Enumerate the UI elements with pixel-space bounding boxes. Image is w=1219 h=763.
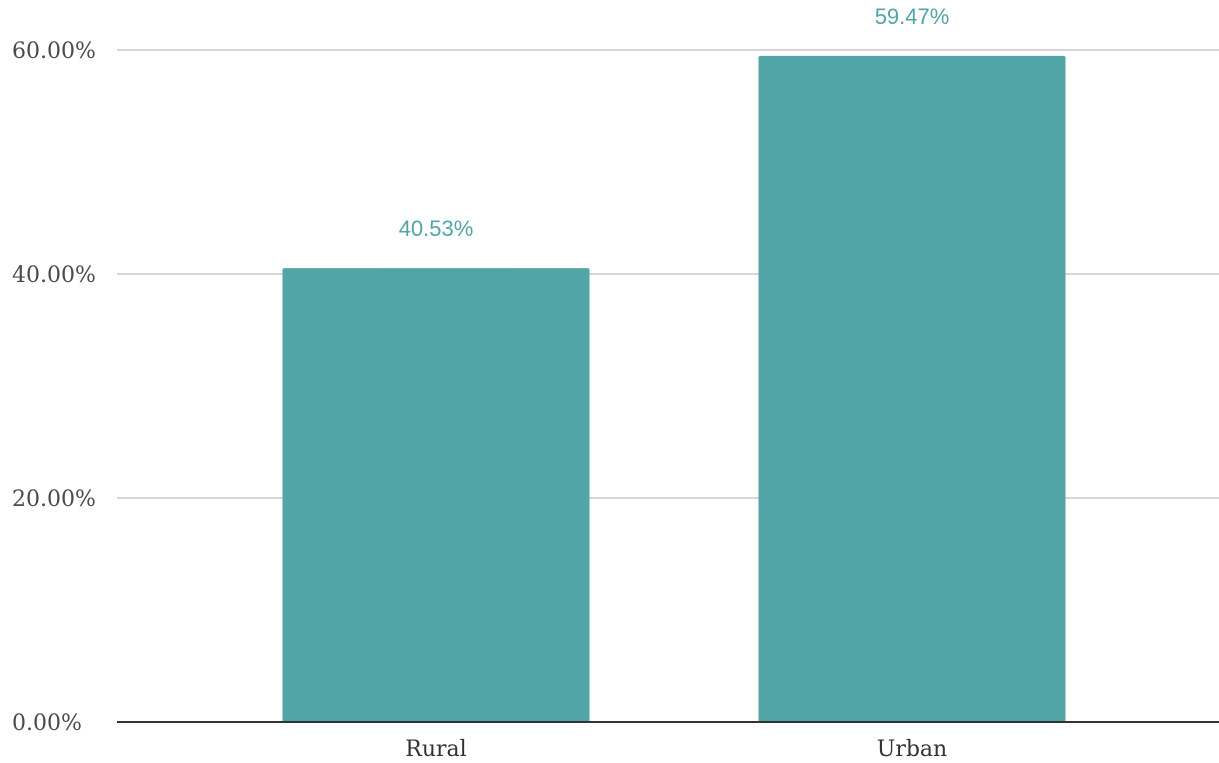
- y-tick-label: 0.00%: [12, 711, 82, 736]
- y-axis-ticks: 0.00% 20.00% 40.00% 60.00%: [12, 39, 96, 736]
- x-axis-ticks: Rural Urban: [405, 737, 947, 762]
- bar-urban: [758, 55, 1066, 723]
- x-tick-label-rural: Rural: [405, 737, 466, 762]
- y-tick-label: 20.00%: [12, 487, 96, 512]
- y-tick-label: 60.00%: [12, 39, 96, 64]
- data-labels: 40.53% 59.47%: [399, 4, 950, 241]
- bars: [282, 55, 1066, 723]
- data-label-urban: 59.47%: [875, 4, 950, 29]
- x-tick-label-urban: Urban: [877, 737, 947, 762]
- data-label-rural: 40.53%: [399, 216, 474, 241]
- bar-rural: [282, 268, 590, 722]
- y-tick-label: 40.00%: [12, 263, 96, 288]
